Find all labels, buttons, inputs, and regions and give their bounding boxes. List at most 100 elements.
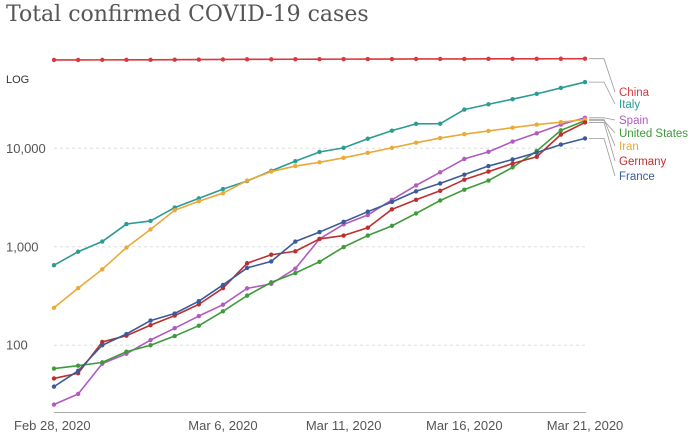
data-point bbox=[124, 221, 129, 227]
data-point bbox=[486, 163, 491, 169]
data-point bbox=[75, 249, 81, 254]
data-point bbox=[293, 239, 298, 244]
data-point bbox=[220, 282, 226, 288]
data-point bbox=[534, 56, 539, 62]
data-point bbox=[413, 121, 419, 127]
data-point bbox=[148, 318, 153, 323]
series-germany bbox=[51, 120, 588, 381]
data-point bbox=[148, 337, 153, 343]
data-point bbox=[244, 293, 250, 298]
series-france bbox=[51, 136, 588, 389]
x-tick-label: Mar 11, 2020 bbox=[306, 418, 382, 433]
data-point bbox=[365, 150, 370, 155]
data-point bbox=[534, 154, 539, 159]
data-point bbox=[148, 343, 153, 348]
data-point bbox=[341, 155, 346, 161]
data-point bbox=[220, 309, 226, 314]
series-line-united-states bbox=[53, 119, 586, 370]
data-point bbox=[365, 225, 370, 230]
data-point bbox=[413, 56, 419, 62]
data-point bbox=[293, 163, 298, 169]
data-point bbox=[437, 188, 443, 194]
data-point bbox=[317, 229, 322, 235]
data-point bbox=[486, 178, 491, 183]
data-point bbox=[75, 368, 81, 374]
data-point bbox=[389, 145, 395, 151]
legend-connector-united-states bbox=[589, 120, 616, 134]
data-point bbox=[413, 189, 419, 194]
data-point bbox=[51, 384, 57, 389]
data-point bbox=[389, 56, 395, 62]
data-point bbox=[462, 107, 467, 112]
data-point bbox=[365, 233, 370, 238]
data-point bbox=[389, 199, 395, 205]
data-point bbox=[462, 187, 467, 192]
data-point bbox=[558, 142, 564, 147]
data-point bbox=[100, 239, 105, 244]
legend-connector-iran bbox=[589, 119, 616, 147]
data-point bbox=[365, 136, 370, 141]
data-point bbox=[124, 331, 129, 337]
data-point bbox=[341, 145, 346, 151]
data-point bbox=[124, 57, 129, 63]
data-point bbox=[510, 161, 515, 166]
data-point bbox=[244, 178, 250, 183]
data-point bbox=[486, 169, 491, 174]
data-point bbox=[269, 280, 274, 285]
data-point bbox=[437, 56, 443, 62]
legend-label-france: France bbox=[619, 171, 655, 183]
data-point bbox=[75, 391, 81, 397]
legend-label-germany: Germany bbox=[619, 156, 667, 168]
data-point bbox=[558, 120, 564, 125]
data-point bbox=[389, 223, 395, 229]
data-point bbox=[534, 122, 539, 127]
data-point bbox=[100, 267, 105, 272]
data-point bbox=[341, 233, 346, 238]
legend-label-united-states: United States bbox=[619, 128, 688, 140]
data-point bbox=[389, 128, 395, 133]
data-point bbox=[510, 125, 515, 130]
x-tick-label: Mar 16, 2020 bbox=[426, 418, 503, 433]
data-point bbox=[148, 322, 153, 328]
data-point bbox=[413, 140, 419, 145]
data-point bbox=[269, 57, 274, 62]
data-point bbox=[582, 136, 588, 141]
legend-connector-france bbox=[589, 137, 616, 177]
data-point bbox=[293, 266, 298, 271]
data-point bbox=[220, 190, 226, 196]
data-point bbox=[172, 325, 177, 331]
data-point bbox=[510, 56, 515, 62]
data-point bbox=[317, 160, 322, 165]
data-point bbox=[437, 135, 443, 141]
y-axis: 100 1,000 10,000 bbox=[6, 141, 46, 353]
data-point bbox=[293, 270, 298, 276]
x-tick-label: Mar 21, 2020 bbox=[547, 418, 624, 433]
data-point bbox=[462, 56, 467, 62]
data-point bbox=[558, 85, 564, 91]
data-point bbox=[582, 120, 588, 125]
data-point bbox=[413, 197, 419, 202]
data-point bbox=[148, 227, 153, 232]
data-point bbox=[365, 209, 370, 214]
data-point bbox=[462, 172, 467, 177]
data-point bbox=[317, 236, 322, 242]
data-point bbox=[317, 259, 322, 264]
data-point bbox=[437, 181, 443, 186]
data-point bbox=[51, 305, 57, 310]
data-point bbox=[317, 149, 322, 155]
data-point bbox=[293, 57, 298, 62]
data-point bbox=[75, 57, 81, 63]
data-point bbox=[148, 57, 153, 62]
x-axis: Feb 28, 2020 Mar 6, 2020 Mar 11, 2020 Mar 1… bbox=[14, 418, 623, 433]
y-tick-label: 1,000 bbox=[6, 239, 39, 254]
legend-connector-spain bbox=[589, 117, 616, 121]
data-point bbox=[196, 313, 202, 319]
y-tick-label: 100 bbox=[6, 338, 28, 353]
data-point bbox=[172, 311, 177, 316]
data-point bbox=[317, 56, 322, 62]
data-point bbox=[293, 158, 298, 164]
series-line-iran bbox=[53, 118, 586, 309]
data-point bbox=[365, 56, 370, 62]
data-point bbox=[269, 169, 274, 174]
data-point bbox=[558, 132, 564, 137]
